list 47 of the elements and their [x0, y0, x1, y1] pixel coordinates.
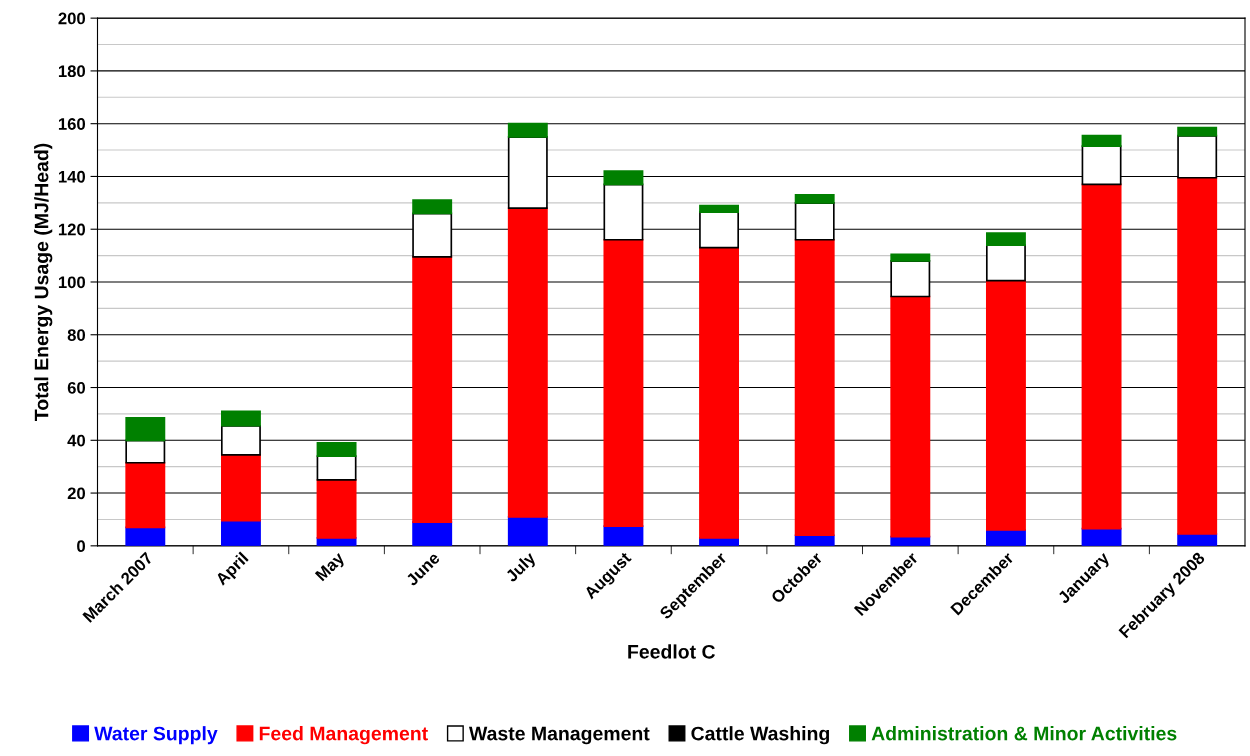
- legend-label: Feed Management: [259, 726, 428, 745]
- y-tick-label: 140: [58, 170, 86, 183]
- bar: [316, 442, 357, 457]
- bar: [507, 122, 548, 138]
- bar: [316, 479, 357, 539]
- bar: [603, 238, 644, 527]
- legend-label: Cattle Washing: [691, 726, 830, 745]
- bar: [220, 453, 261, 522]
- bar: [316, 455, 357, 481]
- y-tick-label: 20: [67, 487, 86, 500]
- y-tick-label: 100: [58, 276, 86, 289]
- y-tick-label: 160: [58, 118, 86, 130]
- bar: [412, 256, 453, 523]
- y-tick-label: 180: [58, 65, 86, 78]
- bar: [125, 439, 166, 464]
- bar: [890, 295, 931, 538]
- bar: [699, 246, 740, 539]
- bar: [890, 253, 931, 262]
- bar: [412, 521, 453, 546]
- bar: [507, 515, 548, 546]
- y-tick-label: 40: [67, 434, 86, 447]
- bar: [1081, 183, 1122, 530]
- x-tick-label: May: [314, 551, 348, 584]
- bar: [1177, 176, 1218, 535]
- bar: [125, 461, 166, 529]
- bar: [125, 417, 166, 442]
- y-tick-label: 120: [58, 223, 86, 236]
- bar: [985, 232, 1026, 246]
- bar: [794, 238, 835, 537]
- bar: [1177, 126, 1218, 137]
- y-tick-label: 60: [67, 381, 86, 394]
- bar: [412, 199, 453, 215]
- bar: [699, 204, 740, 213]
- y-tick-label: 200: [58, 12, 86, 25]
- y-axis-title: Total Energy Usage (MJ/Head): [34, 143, 53, 421]
- bar: [507, 207, 548, 518]
- bar: [794, 194, 835, 204]
- bar: [603, 170, 644, 186]
- y-tick-label: 80: [67, 329, 86, 341]
- legend-label: Administration & Minor Activities: [871, 726, 1177, 741]
- legend-label: Waste Management: [469, 726, 650, 745]
- bar: [1081, 134, 1122, 147]
- y-tick-label: 0: [77, 540, 86, 553]
- legend-label: Water Supply: [94, 726, 218, 745]
- x-axis-title: Feedlot C: [628, 644, 716, 659]
- bar: [220, 410, 261, 427]
- bar: [985, 279, 1026, 531]
